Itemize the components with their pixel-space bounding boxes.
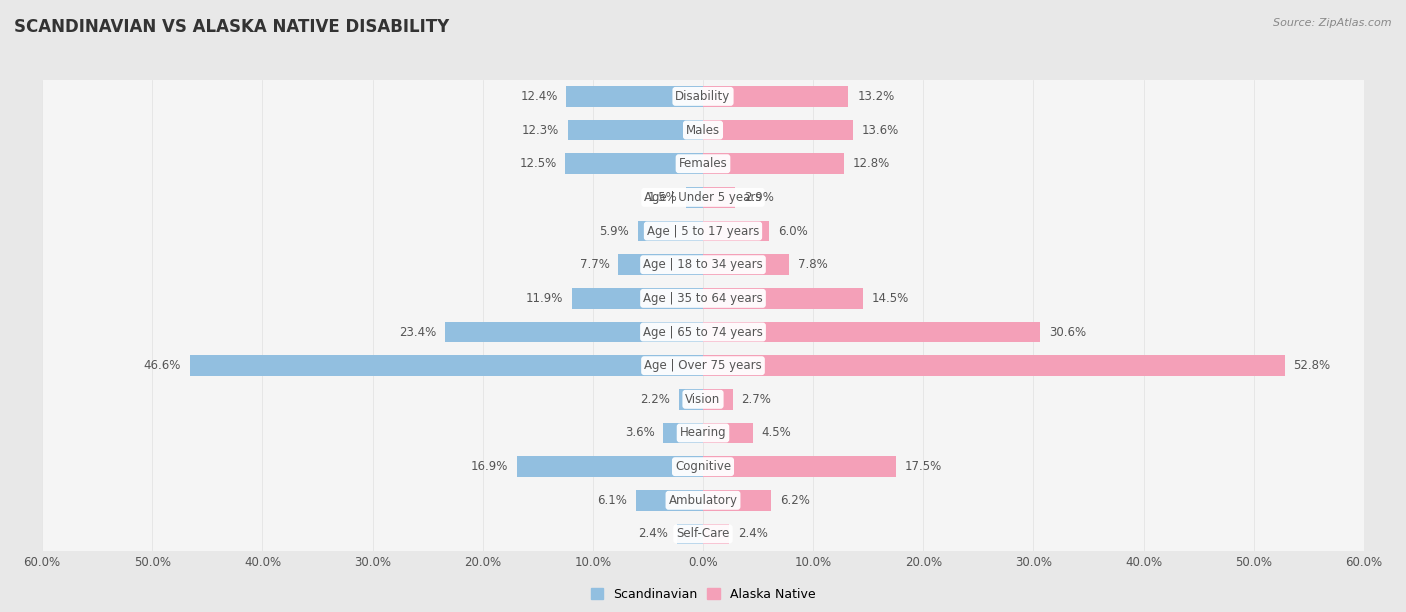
Bar [42,282,1364,315]
Text: Ambulatory: Ambulatory [668,494,738,507]
Text: Age | 65 to 74 years: Age | 65 to 74 years [643,326,763,338]
Text: Age | Under 5 years: Age | Under 5 years [644,191,762,204]
Text: 2.2%: 2.2% [640,393,669,406]
Bar [636,490,703,511]
Bar [42,181,1364,214]
Text: 12.5%: 12.5% [519,157,557,170]
Text: 7.7%: 7.7% [579,258,609,271]
Text: Females: Females [679,157,727,170]
Text: 13.6%: 13.6% [862,124,898,136]
Bar [565,153,703,174]
Bar [42,80,1364,113]
Text: Age | 5 to 17 years: Age | 5 to 17 years [647,225,759,237]
Bar [703,456,896,477]
Text: 5.9%: 5.9% [599,225,630,237]
Bar [567,86,703,107]
Bar [703,187,735,208]
Text: Age | Over 75 years: Age | Over 75 years [644,359,762,372]
Text: 2.7%: 2.7% [741,393,772,406]
Bar [446,321,703,343]
Text: Disability: Disability [675,90,731,103]
Text: 14.5%: 14.5% [872,292,908,305]
Text: 30.6%: 30.6% [1049,326,1085,338]
Text: 52.8%: 52.8% [1294,359,1330,372]
Text: 3.6%: 3.6% [624,427,655,439]
Text: 12.4%: 12.4% [520,90,558,103]
Bar [703,422,752,444]
Bar [568,119,703,141]
Bar [703,86,848,107]
Text: 7.8%: 7.8% [797,258,828,271]
Bar [42,315,1364,349]
Bar [703,490,772,511]
Text: 13.2%: 13.2% [858,90,894,103]
Bar [517,456,703,477]
Text: 1.5%: 1.5% [648,191,678,204]
Bar [703,254,789,275]
Bar [703,153,844,174]
Text: Age | 18 to 34 years: Age | 18 to 34 years [643,258,763,271]
Bar [664,422,703,444]
Text: Males: Males [686,124,720,136]
Text: 12.8%: 12.8% [853,157,890,170]
Text: Cognitive: Cognitive [675,460,731,473]
Text: 6.0%: 6.0% [778,225,807,237]
Text: 17.5%: 17.5% [904,460,942,473]
Legend: Scandinavian, Alaska Native: Scandinavian, Alaska Native [585,583,821,606]
Bar [42,517,1364,551]
Bar [42,483,1364,517]
Text: 12.3%: 12.3% [522,124,558,136]
Bar [676,523,703,545]
Bar [703,119,853,141]
Bar [679,389,703,410]
Text: SCANDINAVIAN VS ALASKA NATIVE DISABILITY: SCANDINAVIAN VS ALASKA NATIVE DISABILITY [14,18,450,36]
Text: 16.9%: 16.9% [471,460,508,473]
Text: Age | 35 to 64 years: Age | 35 to 64 years [643,292,763,305]
Text: 2.4%: 2.4% [738,528,768,540]
Text: 11.9%: 11.9% [526,292,564,305]
Text: 2.4%: 2.4% [638,528,668,540]
Bar [42,450,1364,483]
Text: 6.2%: 6.2% [780,494,810,507]
Bar [638,220,703,242]
Text: 6.1%: 6.1% [598,494,627,507]
Bar [703,220,769,242]
Bar [703,389,733,410]
Text: Source: ZipAtlas.com: Source: ZipAtlas.com [1274,18,1392,28]
Bar [190,355,703,376]
Bar [42,416,1364,450]
Text: Hearing: Hearing [679,427,727,439]
Bar [42,349,1364,382]
Bar [42,113,1364,147]
Bar [42,147,1364,181]
Bar [42,214,1364,248]
Bar [703,288,863,309]
Text: Vision: Vision [685,393,721,406]
Bar [703,523,730,545]
Text: 23.4%: 23.4% [399,326,436,338]
Bar [42,248,1364,282]
Bar [703,321,1040,343]
Text: 2.9%: 2.9% [744,191,773,204]
Bar [42,382,1364,416]
Bar [619,254,703,275]
Bar [686,187,703,208]
Bar [572,288,703,309]
Text: 46.6%: 46.6% [143,359,181,372]
Text: Self-Care: Self-Care [676,528,730,540]
Text: 4.5%: 4.5% [762,427,792,439]
Bar [703,355,1285,376]
